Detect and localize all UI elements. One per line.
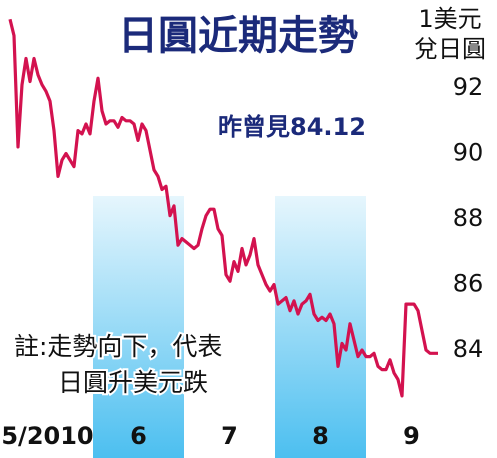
- y-tick-label: 88: [453, 204, 484, 232]
- x-tick-label: 8: [312, 422, 329, 450]
- y-axis-label: 1美元: [418, 5, 481, 33]
- data-line: [8, 18, 438, 398]
- x-tick-label: 6: [130, 422, 147, 450]
- month-bands: [93, 196, 366, 458]
- month-band: [93, 196, 184, 458]
- y-tick-label: 86: [453, 270, 484, 298]
- annotation: 昨曾見84.12: [218, 113, 366, 141]
- note: 註:走勢向下，代表: [14, 332, 222, 361]
- y-tick-label: 84: [453, 335, 484, 363]
- chart-title: 日圓近期走勢: [118, 13, 358, 59]
- y-axis-label: 兌日圓: [414, 35, 486, 63]
- y-tick-label: 92: [453, 73, 484, 101]
- x-tick-label: 7: [221, 422, 238, 450]
- note: 日圓升美元跌: [58, 368, 208, 397]
- x-tick-label: 5/2010: [1, 422, 93, 450]
- y-tick-label: 90: [453, 139, 484, 167]
- x-tick-label: 9: [403, 422, 420, 450]
